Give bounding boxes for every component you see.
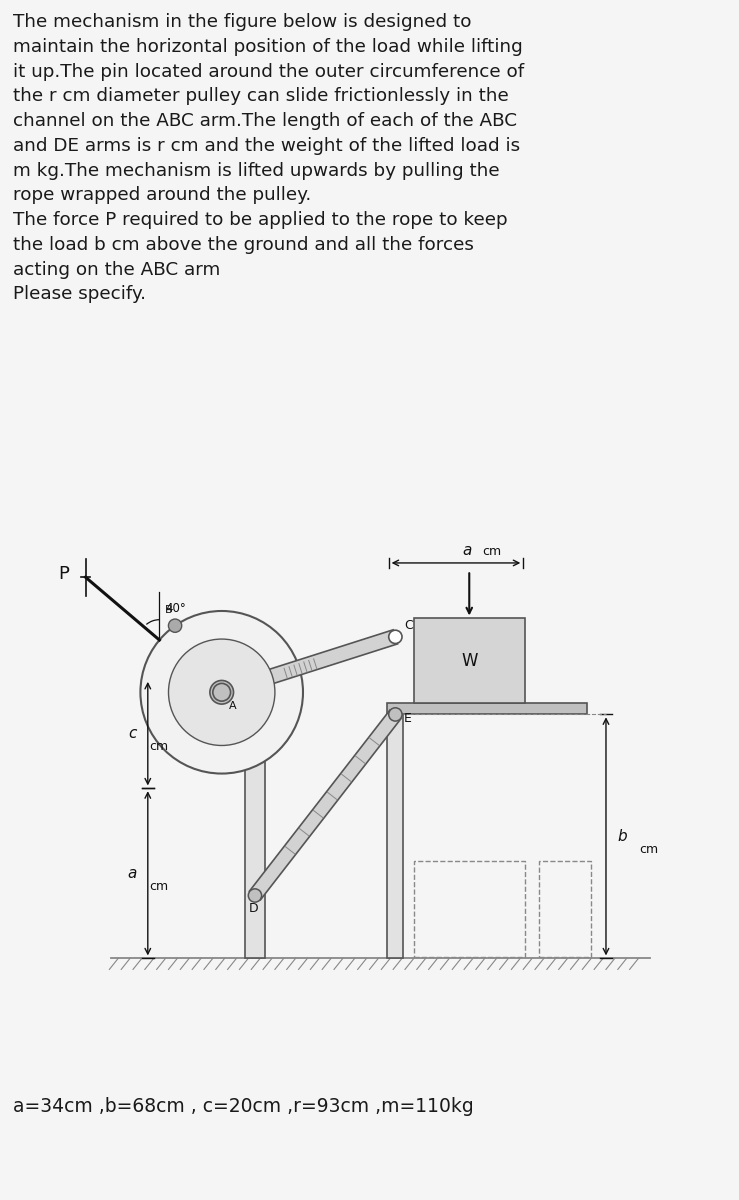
Text: 40°: 40° [166, 602, 186, 614]
Text: cm: cm [149, 880, 168, 893]
Circle shape [213, 684, 231, 701]
Text: P: P [58, 564, 69, 582]
Text: b: b [617, 829, 627, 844]
Text: a: a [127, 866, 137, 881]
Polygon shape [219, 630, 398, 700]
Text: cm: cm [149, 740, 168, 754]
Circle shape [168, 619, 182, 632]
Bar [414, 860, 525, 956]
Text: a: a [463, 542, 471, 558]
Text: A: A [229, 701, 236, 710]
Text: W: W [461, 652, 477, 670]
Text: D: D [248, 901, 259, 914]
Circle shape [210, 680, 234, 704]
Circle shape [389, 708, 402, 721]
Bar [387, 714, 403, 959]
Bar [414, 618, 525, 703]
Circle shape [140, 611, 303, 774]
Text: E: E [404, 712, 412, 725]
Bar [245, 637, 265, 959]
Text: B: B [166, 605, 173, 616]
Text: C: C [404, 619, 413, 632]
Bar [539, 860, 591, 956]
Bar [387, 703, 587, 714]
Polygon shape [249, 710, 401, 900]
Text: a=34cm ,b=68cm , c=20cm ,r=93cm ,m=110kg: a=34cm ,b=68cm , c=20cm ,r=93cm ,m=110kg [13, 1097, 474, 1116]
Circle shape [248, 889, 262, 902]
Circle shape [168, 640, 275, 745]
Text: cm: cm [639, 844, 658, 856]
Text: cm: cm [482, 545, 501, 558]
Text: c: c [129, 726, 137, 742]
Circle shape [389, 630, 402, 643]
Text: The mechanism in the figure below is designed to
maintain the horizontal positio: The mechanism in the figure below is des… [13, 13, 525, 304]
